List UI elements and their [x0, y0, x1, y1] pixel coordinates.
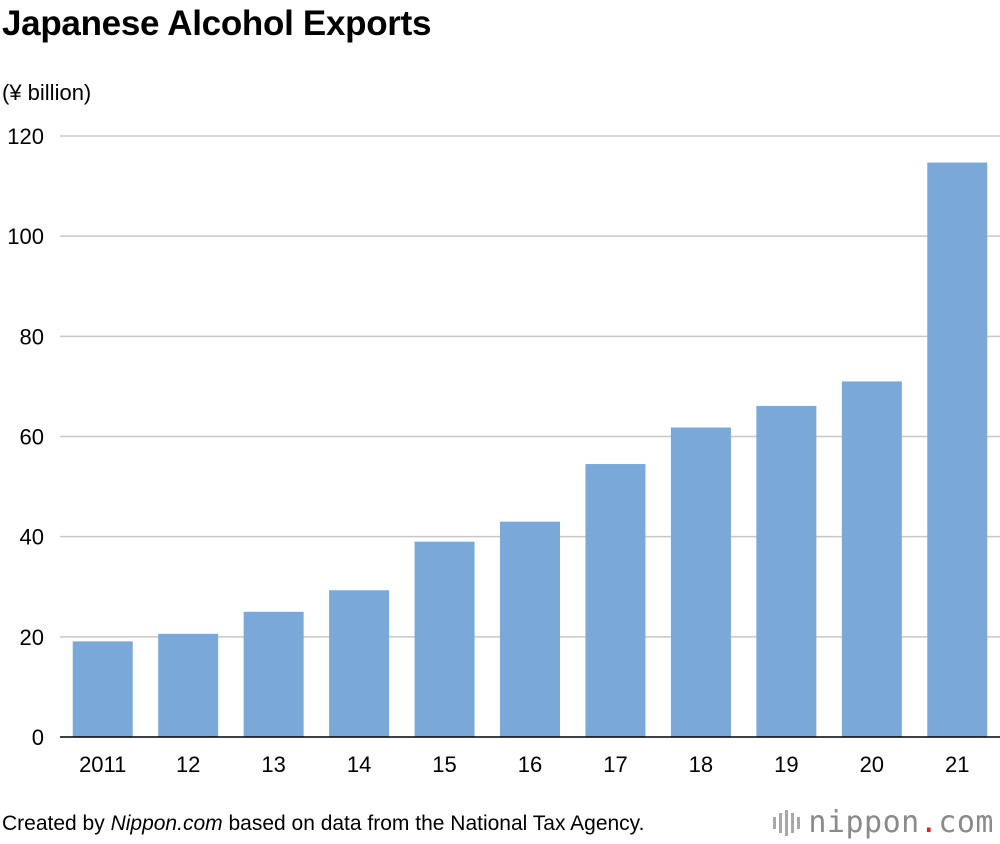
bar — [841, 381, 902, 737]
y-tick-label: 80 — [20, 324, 44, 349]
bar — [329, 590, 390, 737]
x-tick-label: 19 — [774, 752, 798, 777]
chart-title: Japanese Alcohol Exports — [2, 4, 432, 43]
y-axis-unit-label: (¥ billion) — [2, 80, 92, 105]
y-tick-label: 60 — [20, 425, 44, 450]
bar-chart: 0 20 40 60 80 100 120 2011 12 13 14 15 16 17 18 19 20 21 — [7, 124, 1000, 777]
x-tick-label: 12 — [176, 752, 200, 777]
x-tick-label: 17 — [603, 752, 627, 777]
y-tick-label: 20 — [20, 625, 44, 650]
y-tick-label: 0 — [32, 725, 44, 750]
nippon-logo: nippon.com — [773, 805, 994, 840]
bar — [500, 521, 560, 737]
y-tick-label: 40 — [20, 525, 44, 550]
x-tick-label: 20 — [860, 752, 884, 777]
logo-wordmark: nippon.com — [808, 805, 994, 840]
bar — [158, 633, 219, 737]
logo-dot: . — [919, 805, 939, 840]
source-credit-site: Nippon.com — [110, 812, 223, 835]
logo-name: nippon — [808, 805, 920, 840]
x-tick-label: 15 — [432, 752, 456, 777]
bar — [927, 162, 988, 737]
source-credit-suffix: based on data from the National Tax Agen… — [222, 812, 645, 835]
y-tick-label: 100 — [7, 224, 44, 249]
bar — [243, 611, 304, 737]
logo-bars-icon — [773, 809, 801, 836]
x-tick-label: 14 — [347, 752, 371, 777]
bar — [414, 541, 475, 737]
x-tick-label: 2011 — [79, 752, 126, 777]
bar — [670, 427, 731, 737]
x-tick-label: 13 — [261, 752, 285, 777]
x-tick-label: 21 — [945, 752, 969, 777]
bar — [756, 405, 817, 737]
x-tick-label: 16 — [518, 752, 542, 777]
bar — [72, 641, 133, 737]
y-tick-label: 120 — [7, 124, 44, 149]
source-credit-prefix: Created by — [2, 812, 111, 835]
bar — [585, 464, 646, 737]
x-tick-label: 18 — [689, 752, 713, 777]
logo-tld: com — [938, 805, 994, 840]
source-credit: Created by Nippon.com based on data from… — [2, 812, 644, 836]
